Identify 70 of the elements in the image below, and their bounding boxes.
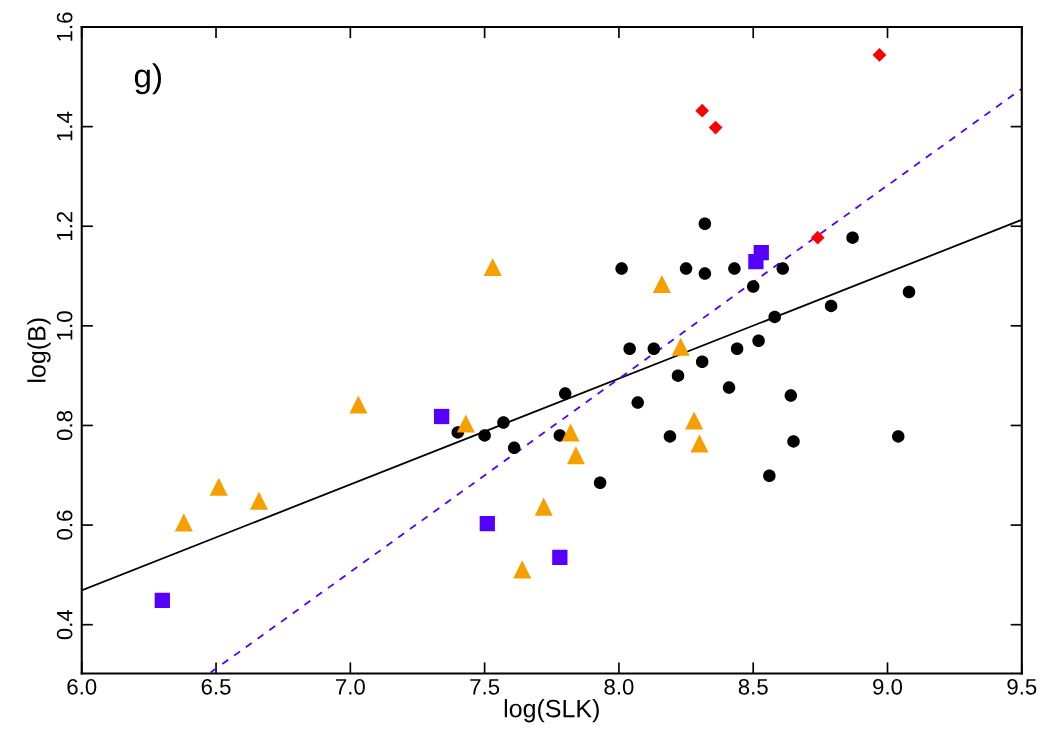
x-tick-label: 8.5 xyxy=(738,678,768,695)
point xyxy=(561,423,580,442)
point xyxy=(631,396,644,409)
point xyxy=(752,334,765,348)
point xyxy=(679,262,693,275)
point xyxy=(209,477,228,496)
x-tick-label: 8.0 xyxy=(604,678,634,695)
point xyxy=(776,262,790,275)
y-tick-label: 1.6 xyxy=(56,12,73,41)
y-tick-label: 0.8 xyxy=(56,410,73,441)
point xyxy=(824,299,838,313)
x-tick-label: 6.5 xyxy=(201,678,231,695)
point xyxy=(566,446,585,465)
point xyxy=(730,342,744,356)
point xyxy=(810,230,825,245)
point xyxy=(552,549,568,566)
point xyxy=(434,408,450,425)
point xyxy=(513,560,532,579)
point xyxy=(763,469,776,483)
point xyxy=(753,244,769,261)
point xyxy=(846,231,859,244)
point xyxy=(478,429,491,442)
x-tick-label: 7.5 xyxy=(470,679,500,695)
point xyxy=(787,435,800,448)
point xyxy=(652,274,671,294)
point xyxy=(174,513,193,532)
y-tick-label: 1.4 xyxy=(56,111,73,141)
point xyxy=(623,342,636,356)
y-tick-label: 0.6 xyxy=(56,510,73,540)
x-tick-label: 7.0 xyxy=(336,678,365,695)
point xyxy=(690,434,709,453)
point xyxy=(902,285,916,299)
y-tick-label: 0.4 xyxy=(56,609,73,640)
point xyxy=(695,103,710,118)
point xyxy=(456,414,475,433)
x-axis-title: log(SLK) xyxy=(504,699,599,723)
point xyxy=(872,48,887,62)
point xyxy=(647,342,661,356)
point xyxy=(615,262,628,275)
point xyxy=(698,217,712,230)
point xyxy=(698,267,712,280)
point xyxy=(722,381,736,394)
point xyxy=(507,441,521,455)
point xyxy=(154,592,170,608)
point xyxy=(497,416,510,429)
point xyxy=(768,310,781,324)
annotation: g) xyxy=(134,63,162,95)
y-tick-label: 1.2 xyxy=(56,211,73,240)
y-tick-label: 1.0 xyxy=(56,311,73,340)
point xyxy=(708,120,723,135)
point xyxy=(784,389,798,402)
point xyxy=(892,430,905,443)
point xyxy=(671,369,685,382)
point xyxy=(695,355,709,368)
y-axis-title: log(B) xyxy=(27,318,51,382)
point xyxy=(558,387,572,400)
x-tick-label: 9.5 xyxy=(1007,678,1037,695)
point xyxy=(663,430,677,443)
point xyxy=(685,411,704,430)
x-tick-label: 6.0 xyxy=(67,678,97,695)
x-tick-label: 9.0 xyxy=(873,678,903,695)
point xyxy=(349,395,368,414)
point xyxy=(746,280,760,293)
point xyxy=(249,491,269,510)
point xyxy=(534,497,553,516)
point xyxy=(593,476,607,489)
point xyxy=(728,262,741,275)
point xyxy=(671,337,690,356)
point xyxy=(479,515,495,532)
point xyxy=(483,258,502,277)
